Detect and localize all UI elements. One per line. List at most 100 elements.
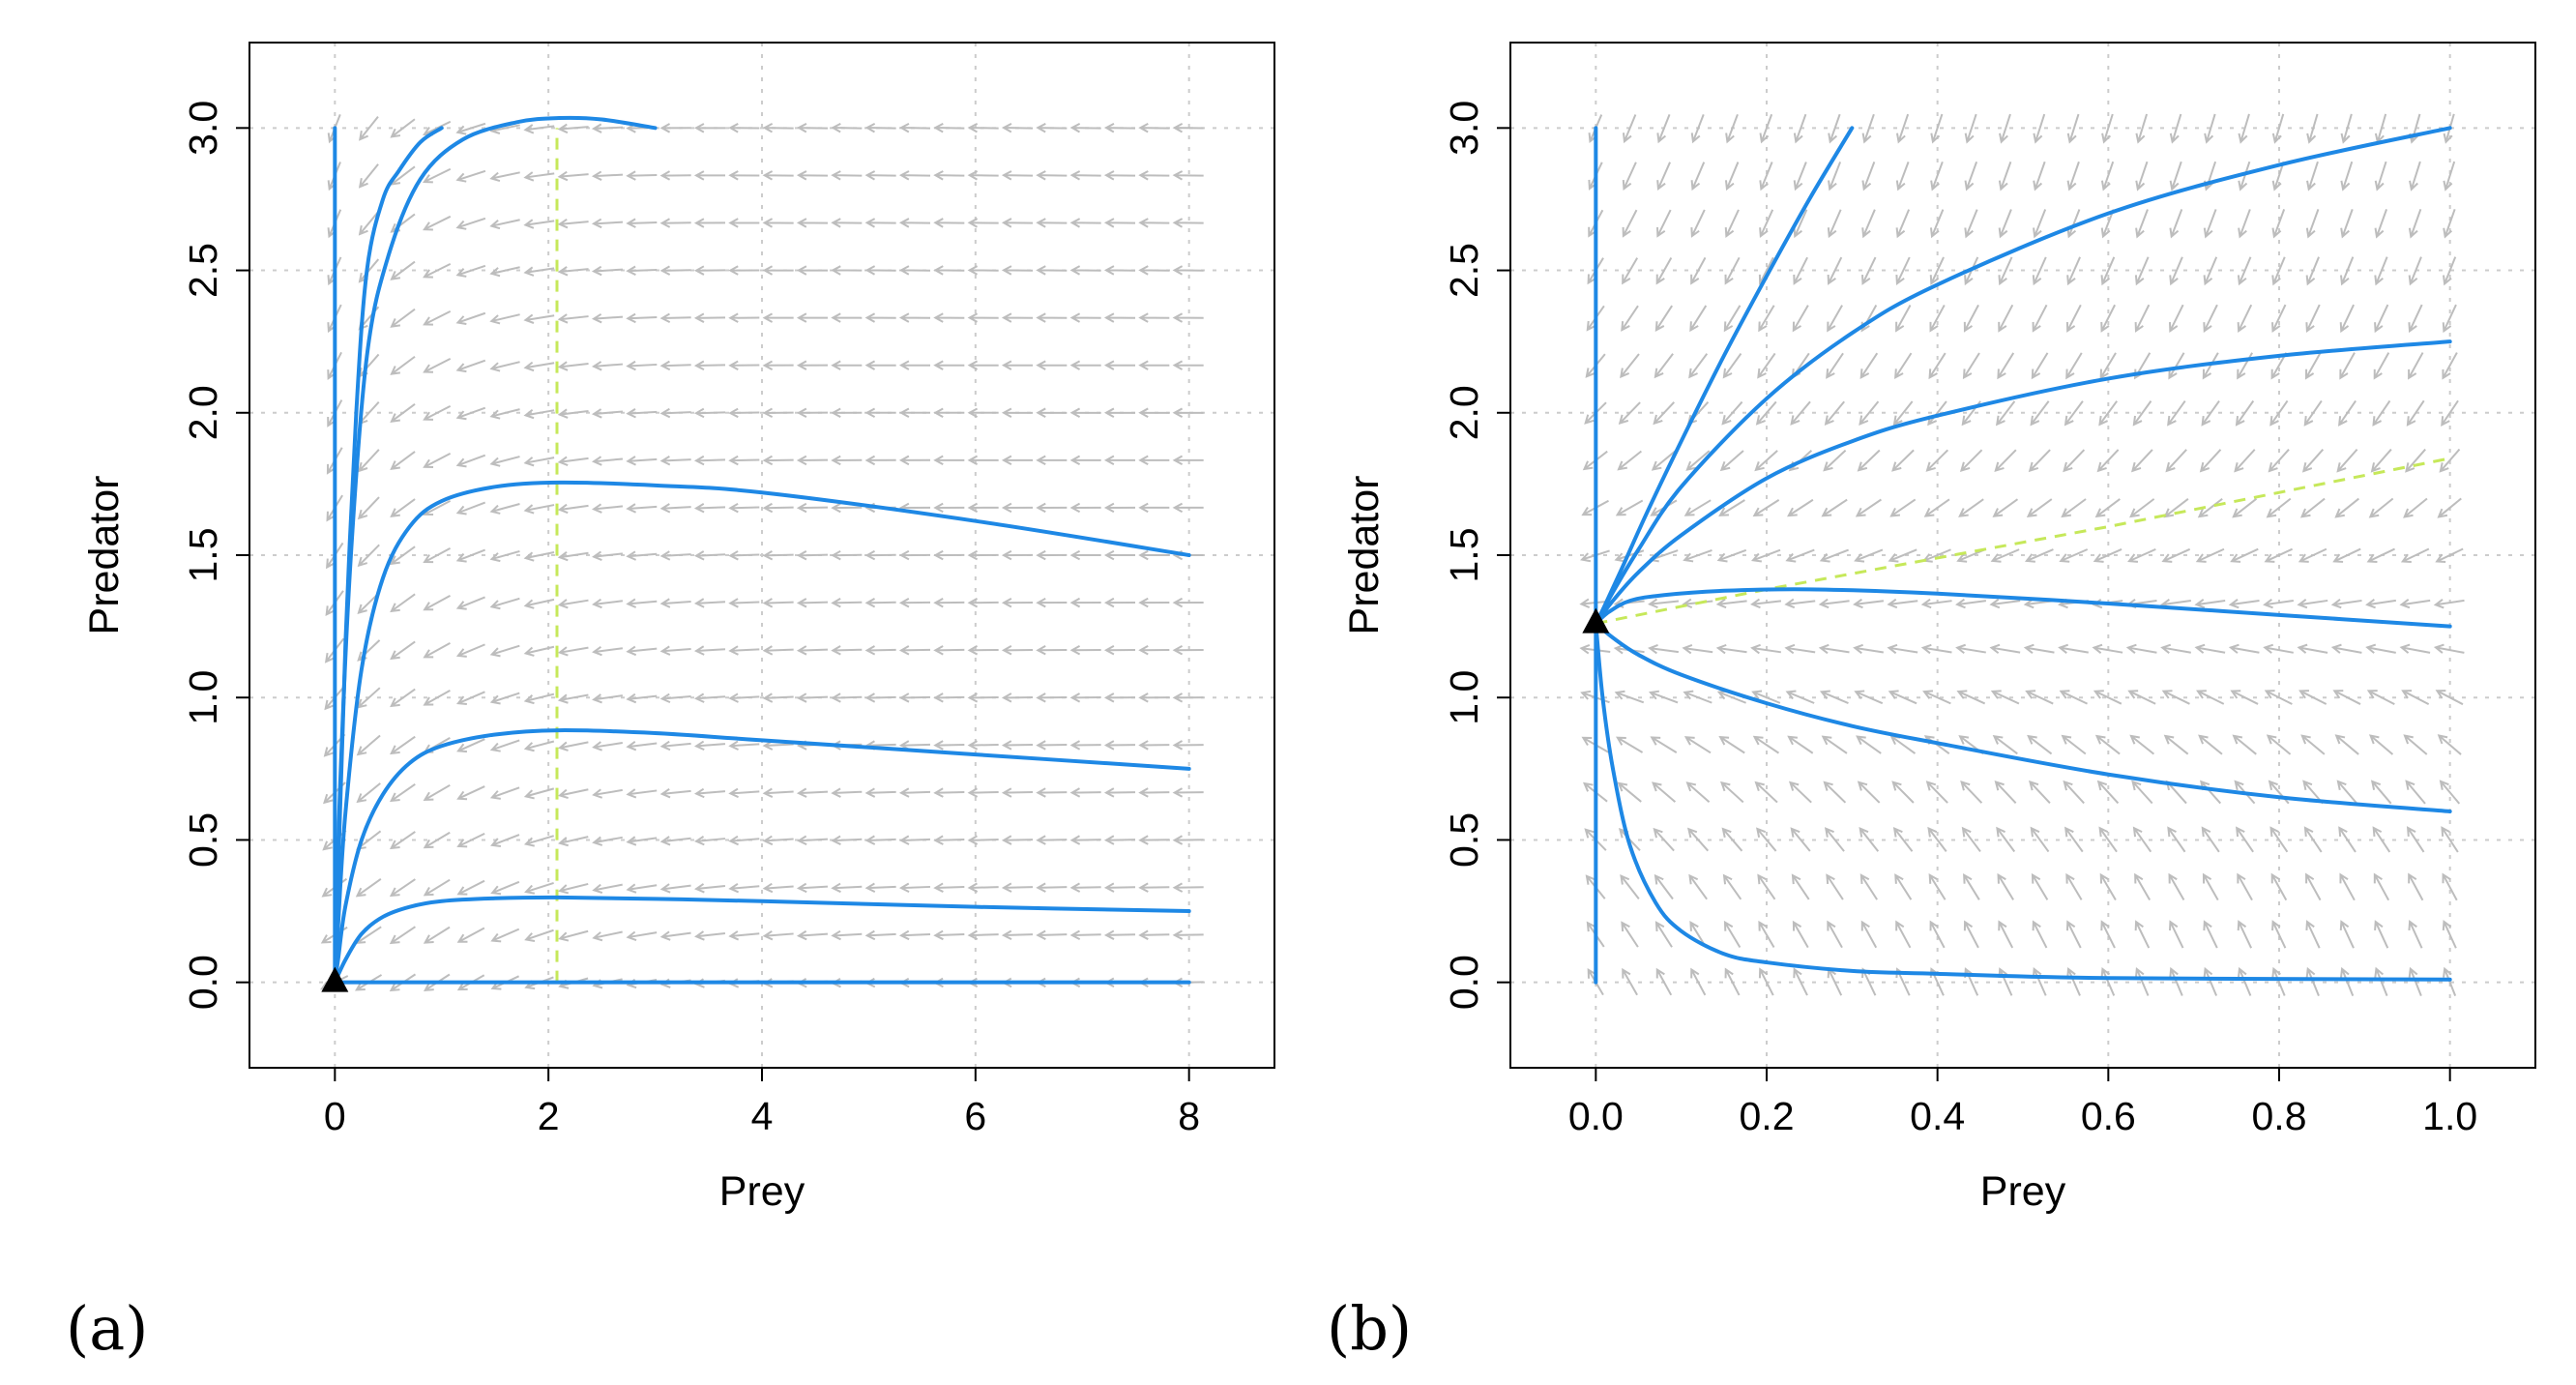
vector-arrow [967,407,999,418]
vector-arrow [626,550,658,561]
vector-arrow [2168,304,2184,333]
vector-arrow [2401,690,2430,706]
vector-arrow [831,360,863,370]
vector-arrow [796,882,829,894]
vector-arrow [659,930,691,941]
vector-arrow [933,122,965,133]
vector-arrow [1138,692,1170,703]
vector-arrow [1754,781,1778,804]
vector-arrow [2441,399,2459,427]
vector-arrow [422,120,452,136]
vector-arrow [2134,920,2151,949]
vector-arrow [2374,161,2387,192]
vector-arrow [2270,872,2288,901]
vector-arrow [2305,256,2320,286]
vector-arrow [1036,502,1068,514]
vector-arrow [1990,690,2020,705]
vector-arrow [1617,781,1642,803]
vector-arrow [967,549,999,561]
vector-arrow [2028,780,2051,805]
vector-arrow [1103,549,1136,561]
vector-arrow [490,880,520,896]
vector-arrow [659,645,691,656]
vector-arrow [1861,113,1875,144]
vector-arrow [1172,882,1204,893]
vector-arrow [2441,826,2459,853]
x-tick-label: 1.0 [2422,1094,2477,1138]
vector-arrow [557,361,589,371]
vector-arrow [1138,645,1170,656]
vector-arrow [2303,399,2323,427]
x-tick-label: 8 [1178,1094,1200,1138]
vector-arrow [693,265,726,276]
vector-arrow [2266,734,2292,755]
vector-arrow [864,598,896,608]
vector-arrow [2169,161,2182,192]
vector-arrow [796,455,829,466]
vector-arrow [2063,780,2085,805]
vector-arrow [2092,643,2123,654]
vector-arrow [1963,920,1979,949]
vector-arrow [1998,304,2014,333]
vector-arrow [390,688,416,708]
vector-arrow [2305,872,2322,901]
vector-arrow [1752,499,1780,517]
vector-arrow [490,928,520,943]
vector-arrow [2234,449,2256,473]
vector-arrow [2135,209,2149,239]
vector-arrow [2306,113,2319,144]
vector-arrow [2160,643,2191,654]
vector-arrow [1138,740,1170,751]
vector-arrow [523,835,554,847]
vector-arrow [558,929,589,942]
vector-arrow [659,407,691,419]
vector-arrow [2304,352,2322,380]
vector-arrow [2098,826,2118,853]
vector-arrow [933,218,965,228]
vector-arrow [591,265,624,277]
vector-arrow [2099,352,2117,380]
vector-arrow [864,835,896,845]
vector-arrow [455,501,486,516]
vector-arrow [2033,113,2046,144]
vector-arrow [2439,780,2461,805]
vector-arrow [423,262,452,279]
vector-arrow [1960,781,1983,804]
x-tick-label: 0.0 [1568,1094,1624,1138]
vector-arrow [967,835,999,845]
vector-arrow [796,265,829,276]
vector-arrow [2370,448,2392,473]
vector-arrow [2271,113,2285,144]
vector-arrow [864,407,896,418]
vector-arrow [1682,643,1713,655]
vector-arrow [1861,256,1877,285]
vector-arrow [967,692,999,703]
vector-arrow [796,929,829,941]
vector-arrow [2031,352,2049,380]
vector-arrow [1962,352,1980,380]
vector-arrow [1648,643,1680,655]
vector-arrow [2134,966,2150,996]
vector-arrow [489,171,520,183]
vector-arrow [2403,497,2428,518]
vector-arrow [1001,360,1034,370]
vector-arrow [390,260,416,280]
vector-arrow [592,550,624,561]
trajectory-traj-6 [1594,621,2452,813]
vector-arrow [1036,692,1068,703]
y-tick-label: 1.0 [181,670,225,725]
vector-arrow [1103,455,1136,466]
vector-arrow [1620,353,1640,379]
vector-arrow [2169,966,2183,996]
vector-arrow [2099,872,2117,900]
vector-arrow [2408,920,2423,949]
vector-arrow [1989,643,2021,655]
vector-arrow [389,878,416,898]
vector-arrow [2374,304,2389,334]
vector-arrow [1793,967,1808,996]
vector-arrow [1172,360,1204,370]
vector-arrow [523,219,555,229]
vector-arrow [591,361,624,371]
vector-arrow [489,549,520,563]
panel-a: 0 2 4 6 8 0.0 0.5 1.0 1.5 2.0 2.5 3.0 Prey Predator (a… [66,42,1275,1364]
